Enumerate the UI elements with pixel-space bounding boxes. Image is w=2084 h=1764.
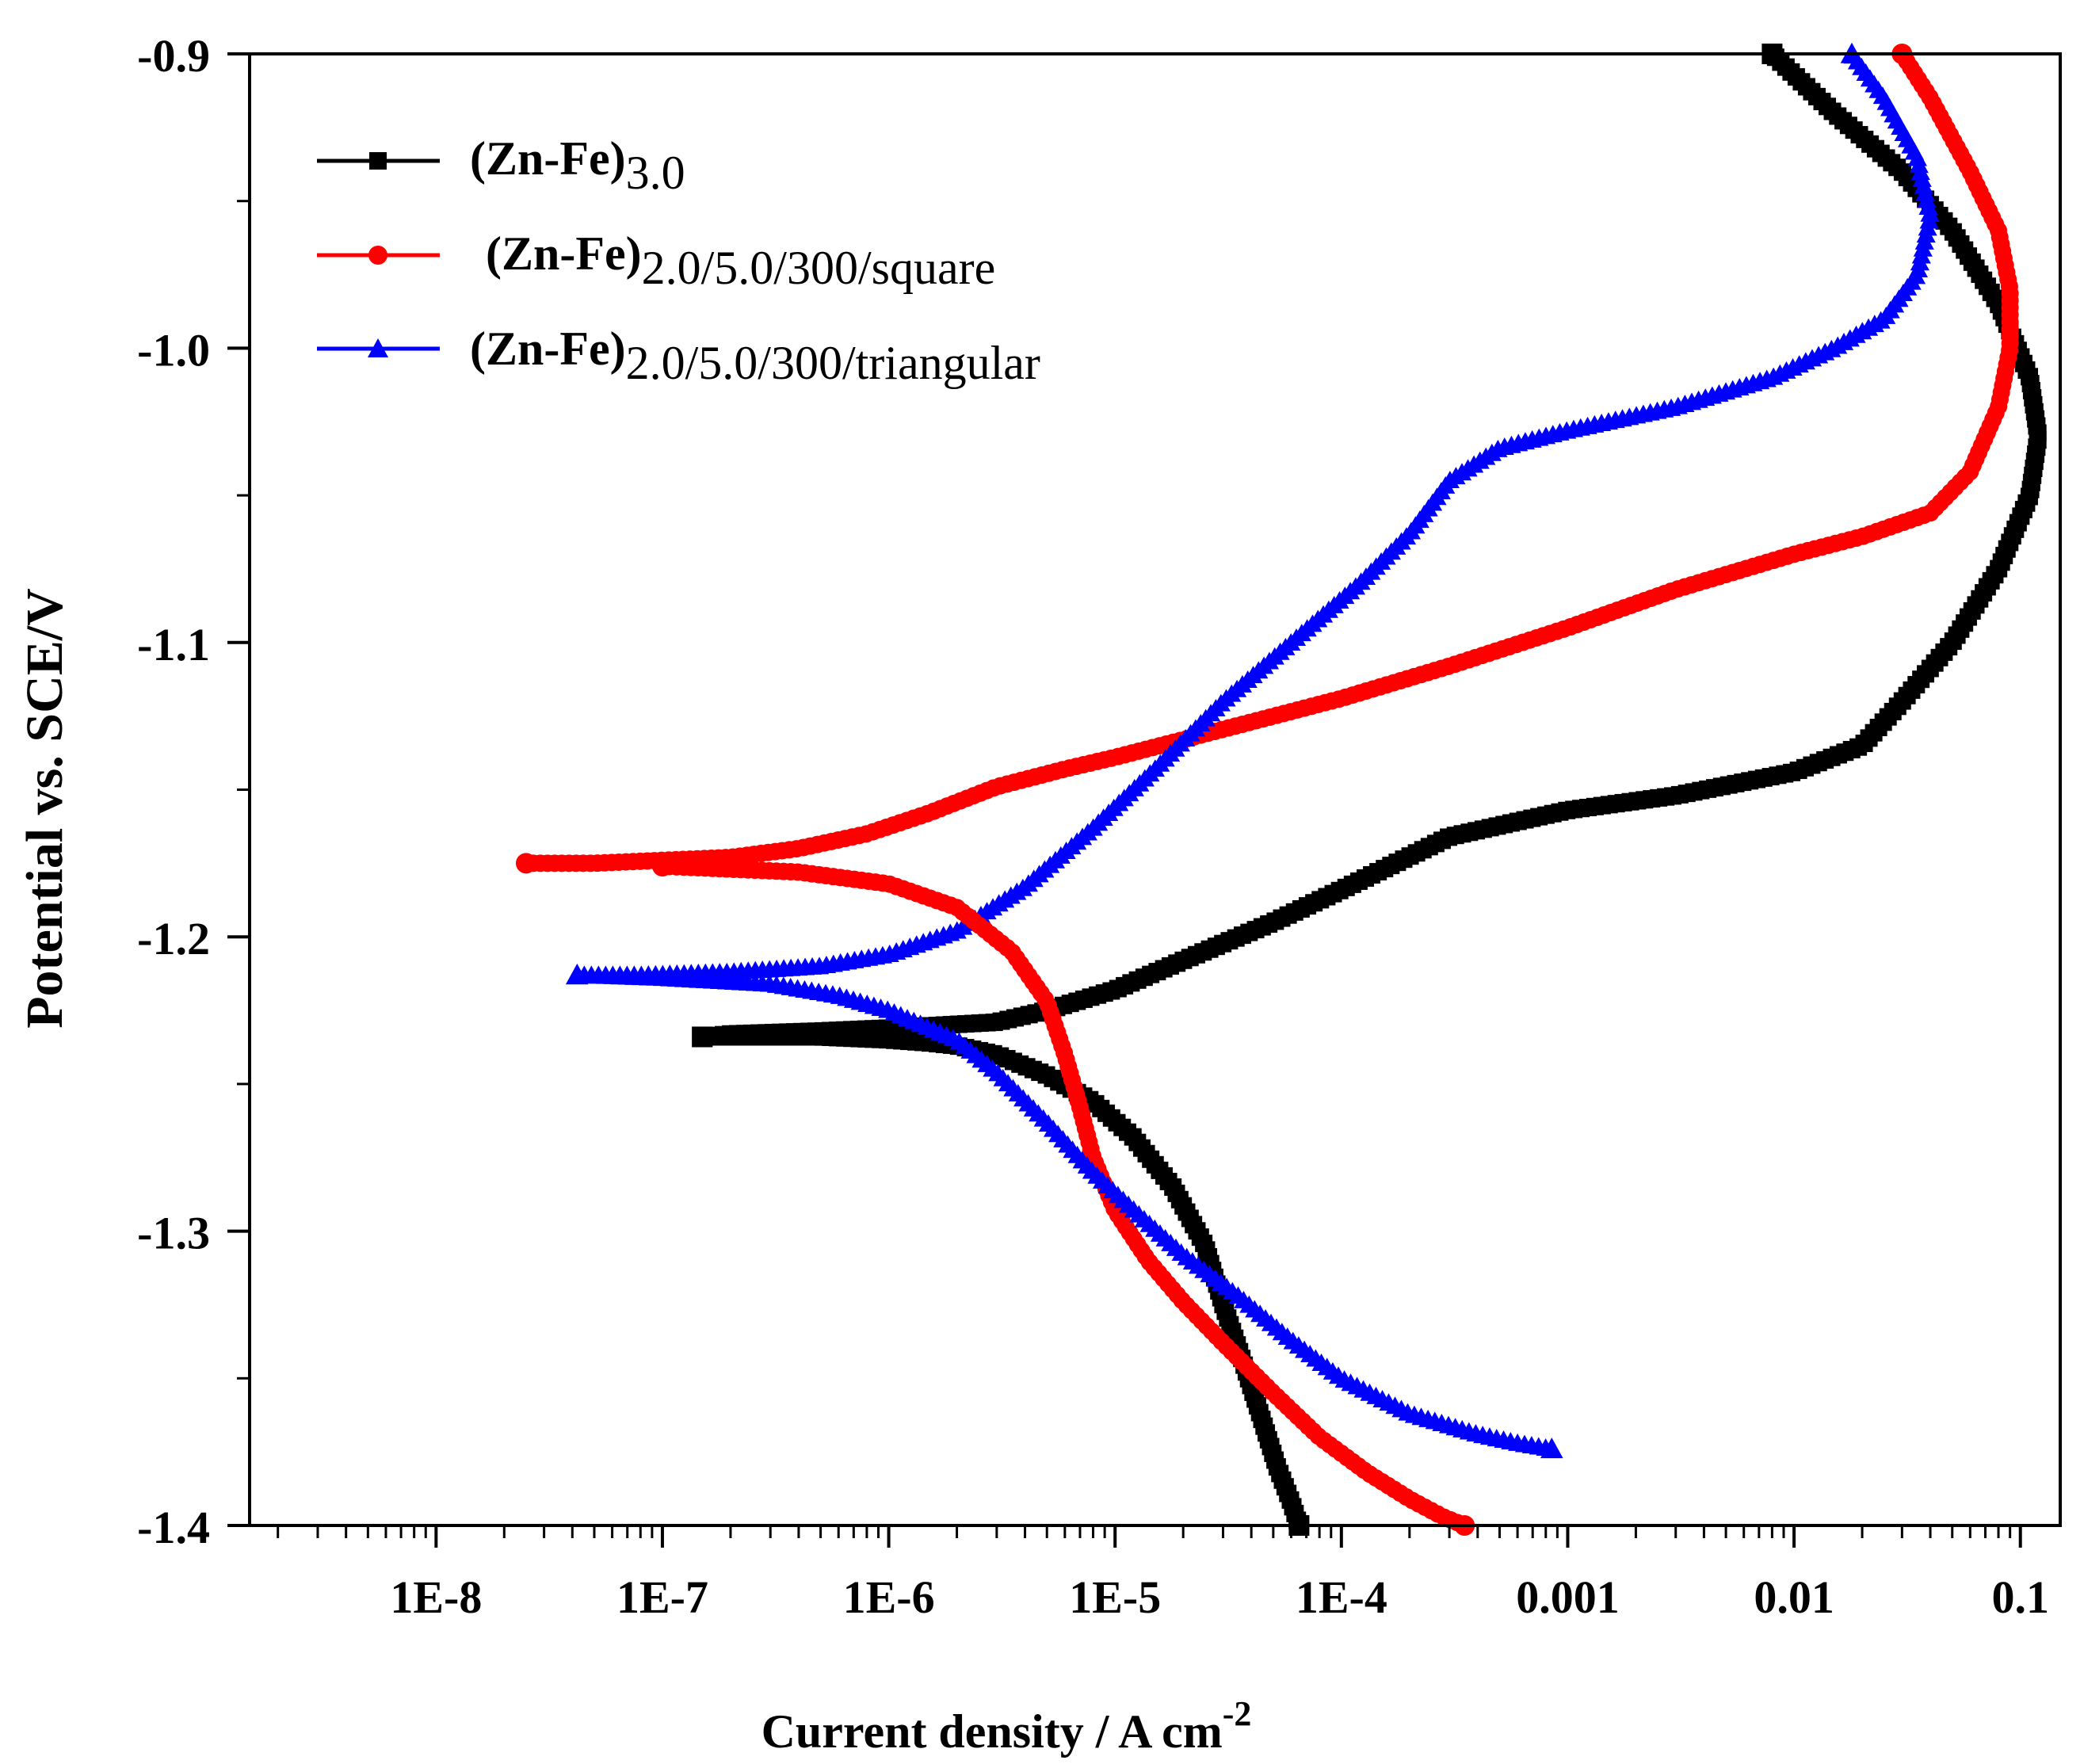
series-layer [515, 42, 2047, 1536]
legend-marker-circle [368, 246, 387, 265]
series-5 [566, 964, 1563, 1459]
x-tick-label: 1E-8 [390, 1571, 482, 1623]
legend-item-zn-fe-square: (Zn-Fe)2.0/5.0/300/square [317, 227, 995, 294]
x-tick-label: 0.1 [1991, 1571, 2049, 1623]
legend-label: (Zn-Fe)3.0 [470, 132, 685, 199]
x-tick-label: 1E-5 [1069, 1571, 1161, 1623]
data-point [692, 1026, 713, 1048]
series-line [577, 52, 1933, 977]
legend-label: (Zn-Fe)2.0/5.0/300/triangular [470, 323, 1040, 389]
series-1 [515, 44, 2019, 874]
data-point [515, 853, 536, 874]
x-tick-label: 1E-6 [843, 1571, 935, 1623]
data-point [566, 964, 589, 985]
y-tick-label: -1.2 [137, 913, 210, 964]
legend-marker-square [369, 152, 387, 170]
data-point [651, 856, 673, 877]
y-tick-label: -1.0 [137, 324, 210, 376]
x-axis-label: Current density / A cm-2 [761, 1694, 1252, 1758]
y-tick-label: -1.4 [137, 1502, 210, 1553]
legend-label-subscript: 2.0/5.0/300/square [642, 242, 996, 294]
legend-item-zn-fe-triangular: (Zn-Fe)2.0/5.0/300/triangular [317, 323, 1040, 389]
legend-label: (Zn-Fe)2.0/5.0/300/square [486, 227, 995, 294]
legend-marker-triangle [368, 338, 388, 357]
legend-label-subscript: 3.0 [626, 147, 685, 199]
legend-label-subscript: 2.0/5.0/300/triangular [626, 337, 1040, 389]
legend-item-zn-fe-3-0: (Zn-Fe)3.0 [317, 132, 685, 199]
series-3 [692, 1026, 1310, 1536]
x-tick-label: 1E-4 [1296, 1571, 1387, 1623]
y-axis-label: Potential vs. SCE/V [16, 588, 74, 1029]
y-tick-label: -1.1 [137, 619, 210, 670]
series-line [526, 52, 2013, 865]
axes: 1E-8 1E-7 1E-6 1E-5 1E-4 0.001 0.01 0.1 -0.9 -1.0… [137, 30, 2049, 1623]
series-2 [566, 42, 1940, 985]
x-tick-label: 1E-7 [616, 1571, 708, 1623]
x-tick-label: 0.001 [1516, 1571, 1620, 1623]
x-axis-label-superscript: -2 [1223, 1694, 1252, 1733]
y-tick-label: -1.3 [137, 1208, 210, 1259]
series-4 [651, 856, 1475, 1536]
data-point [1540, 1438, 1563, 1459]
y-tick-label: -0.9 [137, 30, 210, 82]
x-tick-label: 0.01 [1754, 1571, 1834, 1623]
legend: (Zn-Fe)3.0 (Zn-Fe)2.0/5.0/300/square (Zn… [317, 132, 1040, 389]
